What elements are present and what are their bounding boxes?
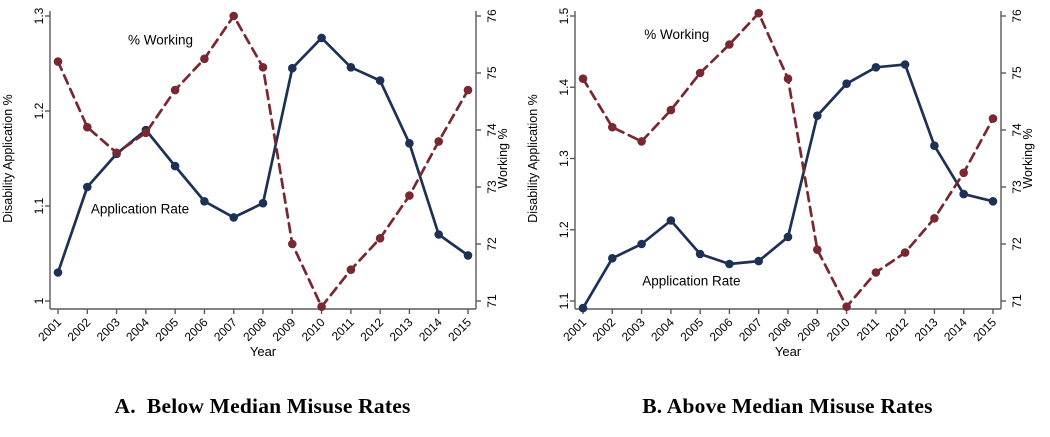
left-axis-ticks: 1.1 1.2 1.3 1.4 1.5 [557,7,575,309]
svg-text:76: 76 [485,9,499,23]
svg-text:2007: 2007 [211,315,240,344]
series-label-annotation: % Working [128,33,193,48]
svg-text:1.4: 1.4 [557,79,571,96]
caption-panel-a: A. Below Median Misuse Rates [114,394,411,418]
svg-text:2008: 2008 [240,315,269,344]
svg-text:74: 74 [1010,123,1024,137]
series-label-annotation: Application Rate [91,202,189,217]
series-label-annotation: Application Rate [642,273,740,288]
right-axis-title: Working % [496,128,510,188]
svg-text:2006: 2006 [182,315,211,344]
svg-text:2003: 2003 [619,315,648,344]
svg-text:71: 71 [485,294,499,308]
svg-text:2008: 2008 [765,315,794,344]
series--working [578,8,998,312]
right-axis-ticks: 71 72 73 74 75 76 [1001,9,1024,308]
panel-a: 1 1.1 1.2 1.3 71 72 73 74 75 76 2001 2002 2003 2004 20… [0,0,525,372]
svg-text:2015: 2015 [445,315,474,344]
svg-text:1.1: 1.1 [32,197,46,214]
svg-text:1: 1 [32,297,46,304]
svg-text:2004: 2004 [648,315,677,344]
svg-text:1.1: 1.1 [557,292,571,309]
right-axis-ticks: 71 72 73 74 75 76 [476,9,499,308]
svg-text:2012: 2012 [882,315,911,344]
svg-text:2002: 2002 [590,315,619,344]
svg-text:2001: 2001 [35,315,64,344]
svg-text:75: 75 [1010,66,1024,80]
chart-panels-row: 1 1.1 1.2 1.3 71 72 73 74 75 76 2001 2002 2003 2004 20… [0,0,1050,372]
x-axis-title: Year [775,344,802,359]
svg-text:1.2: 1.2 [32,102,46,119]
series--working [53,11,473,312]
svg-text:2013: 2013 [387,315,416,344]
svg-text:2001: 2001 [560,315,589,344]
svg-text:1.3: 1.3 [32,7,46,24]
svg-text:1.3: 1.3 [557,150,571,167]
caption-panel-b: B. Above Median Misuse Rates [642,394,933,418]
svg-text:2006: 2006 [707,315,736,344]
x-axis-ticks: 2001 2002 2003 2004 2005 2006 2007 2008 2009 2010… [35,309,474,344]
svg-text:2007: 2007 [736,315,765,344]
svg-text:2011: 2011 [329,315,357,343]
svg-text:2004: 2004 [123,315,152,344]
svg-text:2013: 2013 [912,315,941,344]
svg-text:2014: 2014 [416,315,445,344]
svg-text:75: 75 [485,66,499,80]
svg-text:2011: 2011 [854,315,882,343]
series-application-rate [578,60,998,313]
svg-text:2003: 2003 [94,315,123,344]
svg-text:2002: 2002 [65,315,94,344]
left-axis-ticks: 1 1.1 1.2 1.3 [32,7,50,304]
left-axis-title: Disability Application % [1,94,15,223]
series-label-annotation: % Working [644,27,709,42]
svg-text:2012: 2012 [357,315,386,344]
svg-text:73: 73 [485,180,499,194]
svg-text:2005: 2005 [677,315,706,344]
svg-text:2014: 2014 [941,315,970,344]
svg-text:2005: 2005 [152,315,181,344]
svg-text:71: 71 [1010,294,1024,308]
svg-text:2009: 2009 [795,315,824,344]
svg-text:74: 74 [485,123,499,137]
svg-text:73: 73 [1010,180,1024,194]
panel-b: 1.1 1.2 1.3 1.4 1.5 71 72 73 74 75 76 2001 2002 2003 2… [525,0,1050,372]
svg-text:76: 76 [1010,9,1024,23]
svg-text:72: 72 [485,237,499,251]
axes [574,11,1002,310]
x-axis-title: Year [250,344,277,359]
svg-text:2009: 2009 [270,315,299,344]
right-axis-title: Working % [1021,128,1035,188]
captions-row: A. Below Median Misuse Rates B. Above Me… [0,394,1050,419]
axes [49,11,477,310]
svg-text:2015: 2015 [970,315,999,344]
left-axis-title: Disability Application % [526,94,540,223]
svg-text:1.2: 1.2 [557,221,571,238]
svg-text:1.5: 1.5 [557,7,571,24]
svg-text:72: 72 [1010,237,1024,251]
x-axis-ticks: 2001 2002 2003 2004 2005 2006 2007 2008 2009 2010… [560,309,999,344]
svg-text:2010: 2010 [824,315,853,344]
svg-text:2010: 2010 [299,315,328,344]
